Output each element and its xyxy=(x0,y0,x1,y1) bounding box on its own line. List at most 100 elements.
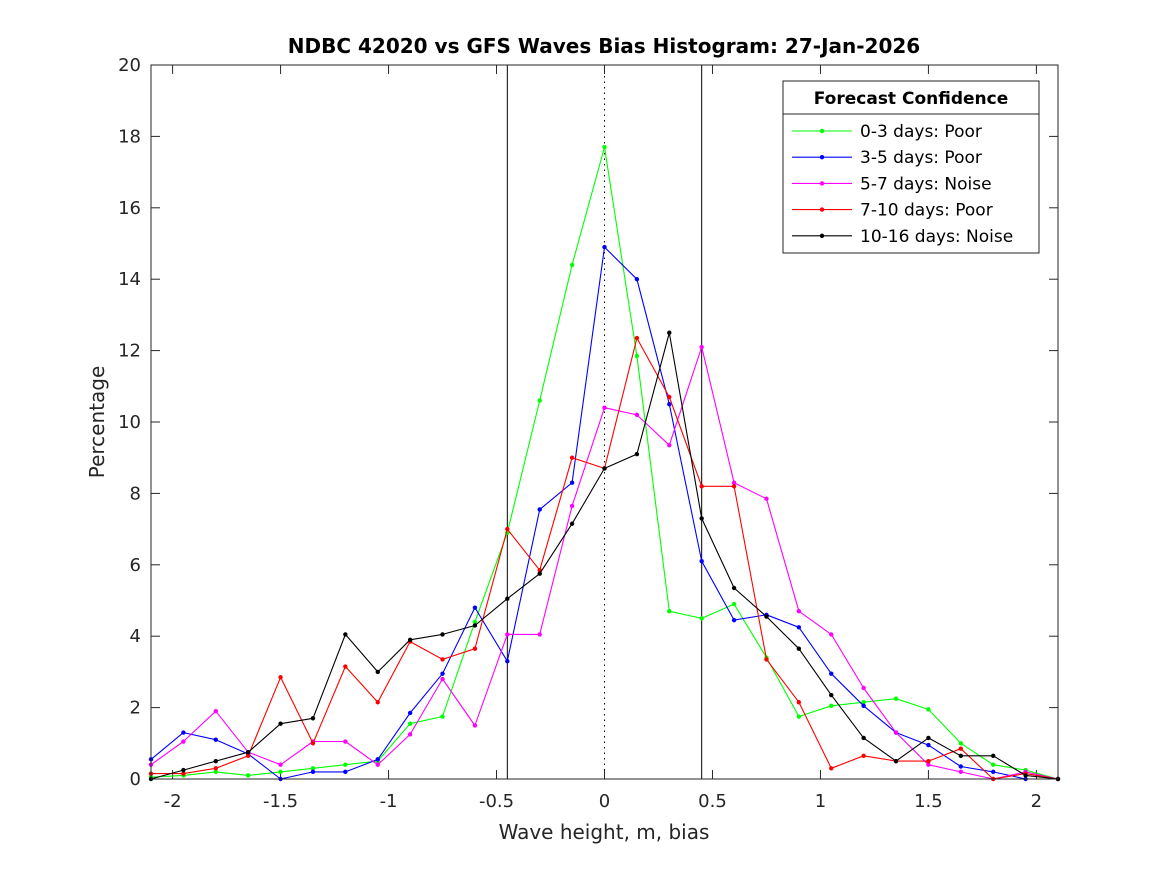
data-point xyxy=(861,703,866,709)
x-tick-label: -2 xyxy=(164,791,182,812)
legend-title: Forecast Confidence xyxy=(814,89,1009,109)
data-point xyxy=(213,769,218,775)
data-point xyxy=(213,758,218,764)
data-point xyxy=(472,619,478,625)
data-series xyxy=(148,144,1061,782)
data-point xyxy=(796,625,802,630)
data-point xyxy=(440,671,445,676)
data-point xyxy=(861,735,866,741)
legend-marker xyxy=(819,233,825,238)
data-point xyxy=(278,675,283,680)
data-point xyxy=(926,735,931,741)
x-tick-label: 0.5 xyxy=(698,791,727,812)
data-point xyxy=(472,623,478,628)
data-point xyxy=(213,766,218,771)
data-point xyxy=(569,521,575,526)
data-point xyxy=(861,685,866,691)
data-point xyxy=(537,507,542,512)
data-point xyxy=(893,696,899,701)
chart-title: NDBC 42020 vs GFS Waves Bias Histogram: … xyxy=(288,34,920,58)
legend-label: 3-5 days: Poor xyxy=(860,148,982,168)
data-point xyxy=(764,657,769,662)
x-tick-label: 2 xyxy=(1031,791,1042,812)
legend-label: 0-3 days: Poor xyxy=(860,122,982,142)
data-point xyxy=(278,762,283,767)
data-point xyxy=(991,769,996,775)
data-point xyxy=(796,646,802,651)
plot-frame xyxy=(150,64,1059,780)
data-point xyxy=(472,723,478,728)
data-point xyxy=(958,746,964,751)
data-point xyxy=(667,401,672,407)
data-point xyxy=(343,762,348,767)
y-tick-label: 20 xyxy=(118,55,141,76)
data-point xyxy=(764,614,769,619)
data-point xyxy=(310,769,316,775)
data-point xyxy=(991,753,996,758)
data-point xyxy=(569,480,575,485)
legend-marker xyxy=(819,207,825,212)
y-tick-label: 18 xyxy=(118,126,141,147)
data-point xyxy=(181,739,186,744)
legend-label: 10-16 days: Noise xyxy=(860,227,1013,247)
y-tick-label: 4 xyxy=(130,626,141,647)
data-point xyxy=(958,753,964,758)
data-point xyxy=(958,741,964,746)
data-point xyxy=(310,741,316,746)
y-tick-label: 10 xyxy=(118,412,141,433)
data-point xyxy=(505,632,510,637)
data-point xyxy=(634,353,640,359)
data-point xyxy=(245,753,251,758)
data-point xyxy=(181,767,186,773)
data-point xyxy=(375,757,380,762)
data-point xyxy=(213,737,218,742)
data-point xyxy=(829,692,834,698)
data-point xyxy=(634,412,640,418)
data-point xyxy=(667,330,672,335)
x-tick-labels: -2 -1.5 -1 -0.5 0 0.5 1 1.5 2 xyxy=(164,791,1043,812)
data-point xyxy=(375,700,380,705)
data-point xyxy=(699,616,704,621)
data-point xyxy=(245,773,251,778)
legend-label: 5-7 days: Noise xyxy=(860,174,992,194)
data-point xyxy=(796,609,802,614)
y-tick-label: 6 xyxy=(130,555,141,576)
y-tick-label: 0 xyxy=(130,769,141,790)
data-point xyxy=(699,559,704,564)
legend-label: 7-10 days: Poor xyxy=(860,201,993,221)
series-5-7-days-noise xyxy=(148,344,1061,782)
y-tick-label: 2 xyxy=(130,698,141,719)
data-point xyxy=(829,671,834,676)
data-point xyxy=(278,769,283,775)
data-point xyxy=(181,771,186,776)
data-point xyxy=(634,335,640,341)
data-point xyxy=(569,503,575,509)
series-10-16-days-noise xyxy=(148,330,1061,782)
data-point xyxy=(472,605,478,610)
data-point xyxy=(343,769,348,775)
data-point xyxy=(926,758,931,764)
data-point xyxy=(926,707,931,712)
data-point xyxy=(569,262,575,268)
x-axis-label: Wave height, m, bias xyxy=(499,820,710,844)
data-point xyxy=(537,571,542,576)
data-point xyxy=(375,669,380,675)
y-tick-label: 14 xyxy=(118,269,141,290)
data-point xyxy=(310,716,316,721)
legend-item-10-16-days-noise: 10-16 days: Noise xyxy=(792,227,1013,247)
data-point xyxy=(343,664,348,669)
data-point xyxy=(407,637,413,642)
data-point xyxy=(699,344,704,350)
y-axis-label: Percentage xyxy=(85,366,109,479)
data-point xyxy=(893,730,899,735)
data-point xyxy=(699,484,704,489)
data-point xyxy=(505,596,510,601)
x-tick-label: 1.5 xyxy=(914,791,943,812)
data-point xyxy=(861,700,866,705)
data-point xyxy=(440,714,445,719)
data-point xyxy=(213,708,218,714)
x-tick-label: 0 xyxy=(599,791,610,812)
data-point xyxy=(602,405,607,410)
data-point xyxy=(407,732,413,737)
legend-box xyxy=(782,80,1040,254)
